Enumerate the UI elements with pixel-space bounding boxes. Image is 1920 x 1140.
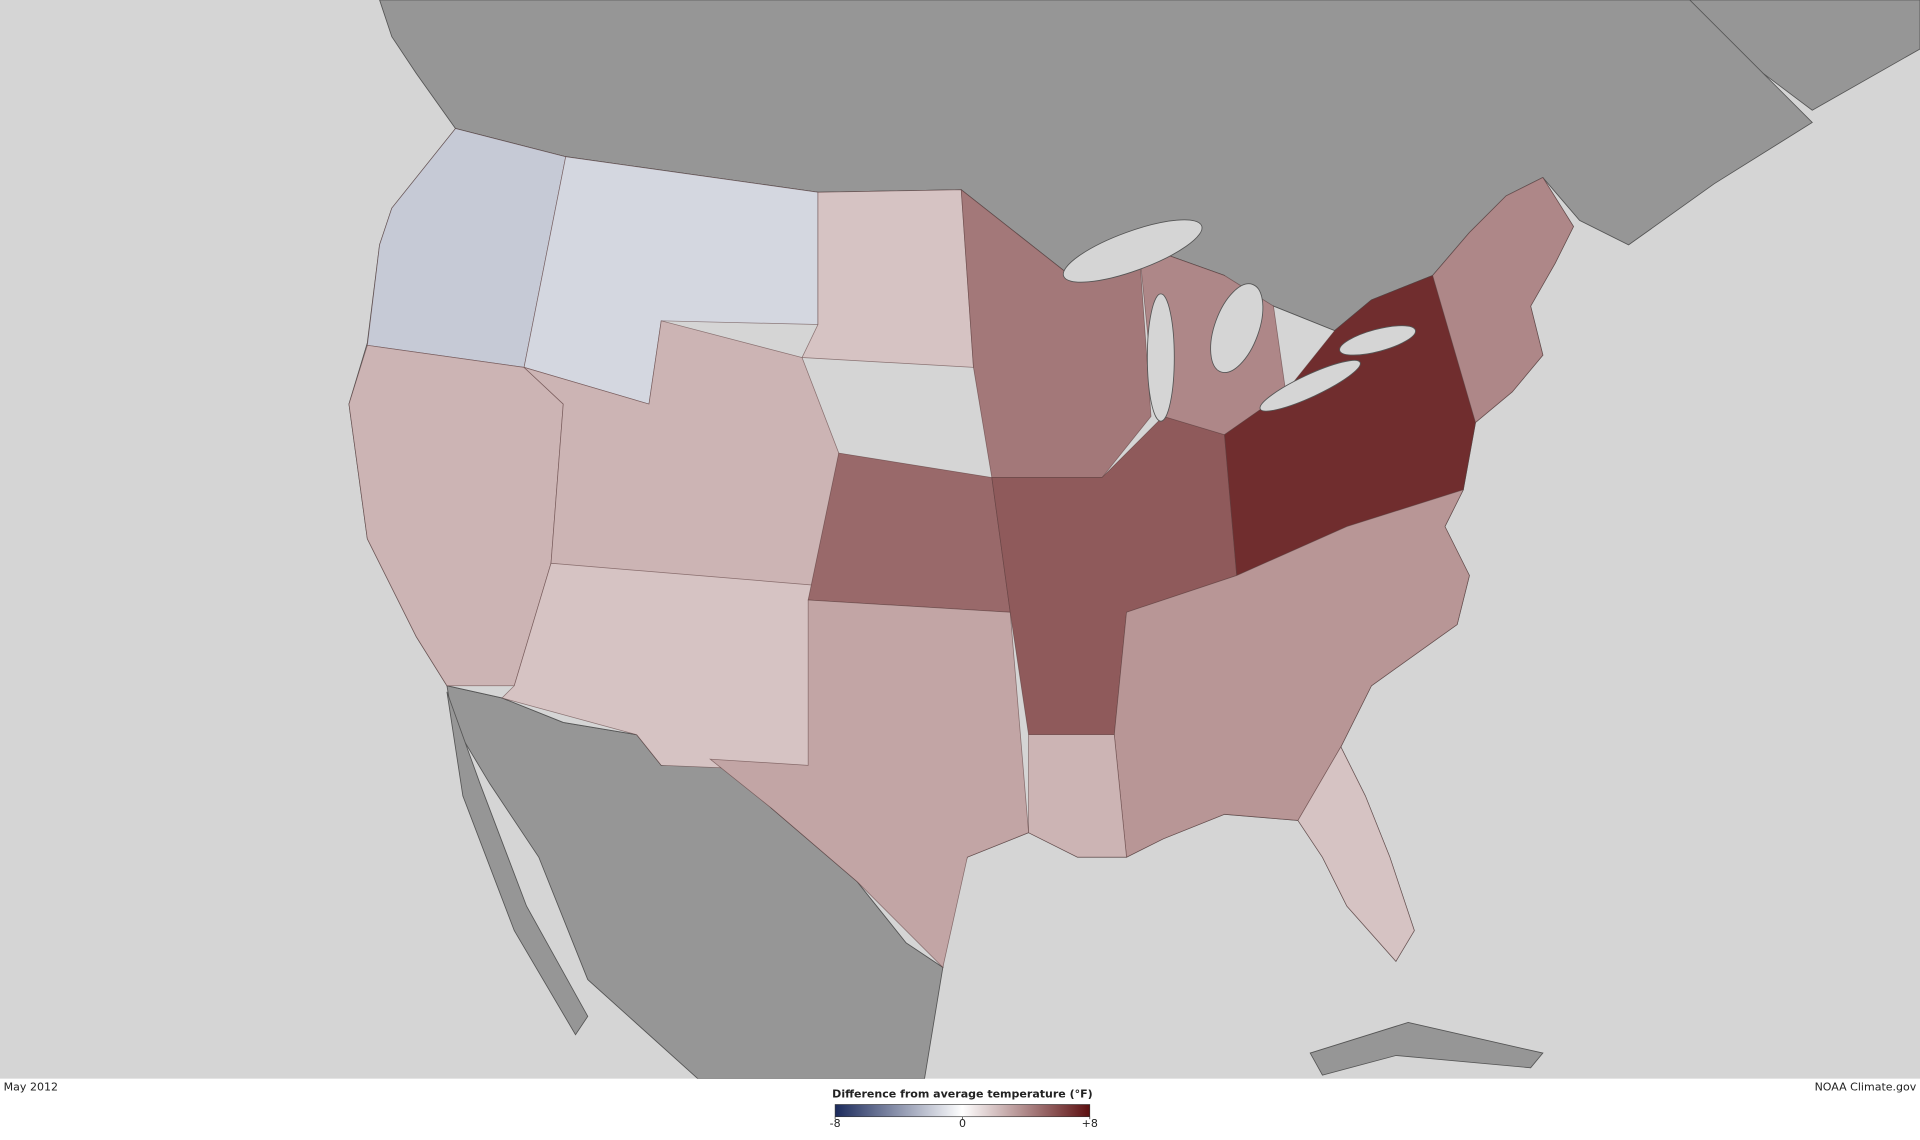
lake-superior bbox=[1062, 219, 1203, 283]
colorbar-tick-label: +8 bbox=[1082, 1117, 1098, 1130]
lake-michigan bbox=[1146, 293, 1175, 422]
colorbar-tick-label: -8 bbox=[830, 1117, 841, 1130]
region bbox=[1028, 734, 1127, 858]
cuba bbox=[1309, 1022, 1544, 1076]
region bbox=[709, 599, 1029, 969]
lake-erie bbox=[1259, 359, 1361, 412]
baja bbox=[446, 691, 589, 1036]
lake-ontario bbox=[1339, 325, 1416, 356]
greenland-edge bbox=[1689, 0, 1920, 111]
date-label: May 2012 bbox=[4, 1080, 58, 1093]
colorbar-tick-label: 0 bbox=[959, 1117, 966, 1130]
region bbox=[1297, 746, 1415, 962]
region bbox=[807, 452, 1011, 613]
colorbar bbox=[834, 1104, 1091, 1118]
lake-huron bbox=[1210, 283, 1264, 373]
credit: NOAA Climate.gov bbox=[1815, 1080, 1917, 1093]
legend-title: Difference from average temperature (°F) bbox=[832, 1088, 1093, 1101]
region bbox=[801, 189, 974, 368]
region bbox=[1432, 177, 1574, 424]
